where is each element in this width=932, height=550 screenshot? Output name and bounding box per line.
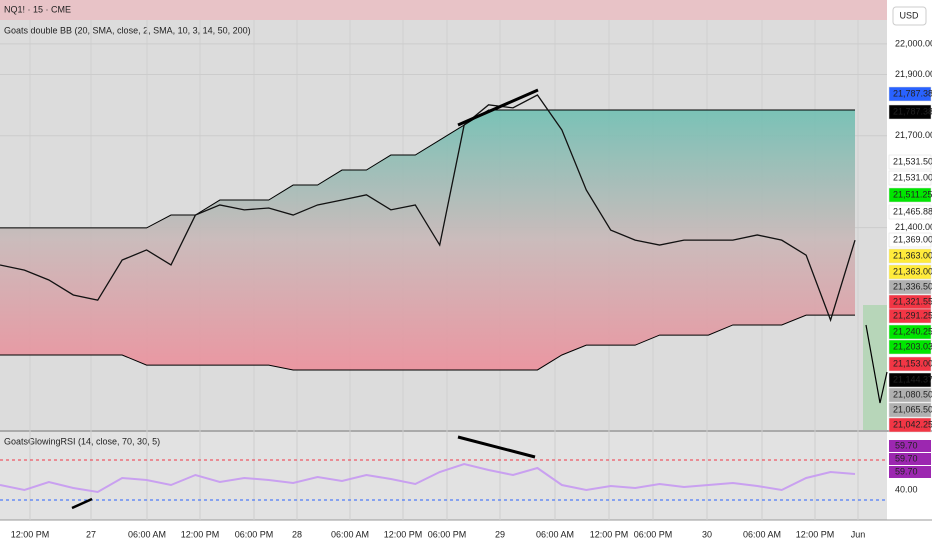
currency: USD [899,10,919,20]
rsi-label: 59.70 [895,440,918,450]
time-label: 06:00 PM [634,529,673,539]
price-label: 21,321.55 [893,296,932,306]
trendline [457,88,539,127]
price-label: 21,065.50 [893,404,932,414]
time-label: 28 [292,529,302,539]
rsi-tick-label: 40.00 [895,484,918,494]
rsi-label-bg [889,453,931,465]
price-label-bg [888,339,932,355]
time-label: 06:00 AM [536,529,574,539]
trendline [71,497,93,510]
price-label-bg [888,204,932,220]
price-label-bg [888,356,932,372]
time-label: 06:00 PM [235,529,274,539]
price-label-bg [888,248,932,264]
time-label: 06:00 AM [128,529,166,539]
price-label: 21,787.38 [893,106,932,116]
price-label: 21,291.25 [893,310,932,320]
price-label: 21,363.00 [893,266,932,276]
series-price [0,94,856,323]
rsi-label: 59.70 [895,453,918,463]
price-label-bg [888,264,932,280]
price-label: 21,363.00 [893,250,932,260]
time-label: Jun [851,529,866,539]
time-label: 12:00 PM [181,529,220,539]
price-label-bg [888,154,932,170]
y-tick-label: 21,900.00 [895,69,932,79]
time-label: 12:00 PM [11,529,50,539]
time-label: 06:00 AM [743,529,781,539]
price-label-bg [888,308,932,324]
rsi-label-bg [889,466,931,478]
time-label: 29 [495,529,505,539]
price-label: 21,336.50 [893,281,932,291]
rsi-label: 59.70 [895,466,918,476]
price-label: 21,240.25 [893,326,932,336]
price-label: 21,531.00 [893,172,932,182]
currency-button[interactable] [892,6,927,26]
price-label-bg [888,372,932,388]
price-label: 21,369.00 [893,234,932,244]
price-label: 21,080.50 [893,389,932,399]
y-tick-label: 22,000.00 [895,38,932,48]
projection [863,305,887,430]
price-label-bg [888,232,932,248]
time-label: 12:00 PM [384,529,423,539]
price-label-bg [888,417,932,433]
time-label: 12:00 PM [590,529,629,539]
price-label: 21,531.50 [893,156,932,166]
price-label-bg [888,324,932,340]
price-label-bg [888,104,932,120]
price-label: 21,787.38 [893,88,932,98]
series-upper [0,109,855,229]
price-label: 21,465.88 [893,206,932,216]
indicator: Goats double BB (20, SMA, close, 2, SMA,… [4,25,251,35]
projection-line [865,324,888,404]
time-label: 27 [86,529,96,539]
price-label-bg [888,279,932,295]
time-label: 30 [702,529,712,539]
band-fill [0,110,855,370]
y-tick-label: 21,700.00 [895,130,932,140]
price-label: 21,203.03 [893,341,932,351]
time-label: 06:00 AM [331,529,369,539]
top-band [0,0,887,20]
rsi-pane [0,432,887,520]
price-label: 21,144.37 [893,374,932,384]
price-label-bg [888,170,932,186]
rsi-title: GoatsGlowingRSI (14, close, 70, 30, 5) [4,436,160,446]
price-label-bg [888,387,932,403]
trendline [457,435,536,459]
price-label-bg [888,402,932,418]
price-label: 21,042.25 [893,419,932,429]
rsi-label-bg [889,440,931,452]
time-label: 12:00 PM [796,529,835,539]
series-lower [0,314,855,371]
time-label: 06:00 PM [428,529,467,539]
symbol: NQ1! · 15 · CME [4,4,71,14]
price-label: 21,511.25 [893,189,932,199]
price-label-bg [888,86,932,102]
price-label: 21,153.00 [893,358,932,368]
y-tick-label: 21,400.00 [895,222,932,232]
series-rsi [0,462,856,494]
marks [0,20,887,520]
price-label-bg [888,187,932,203]
